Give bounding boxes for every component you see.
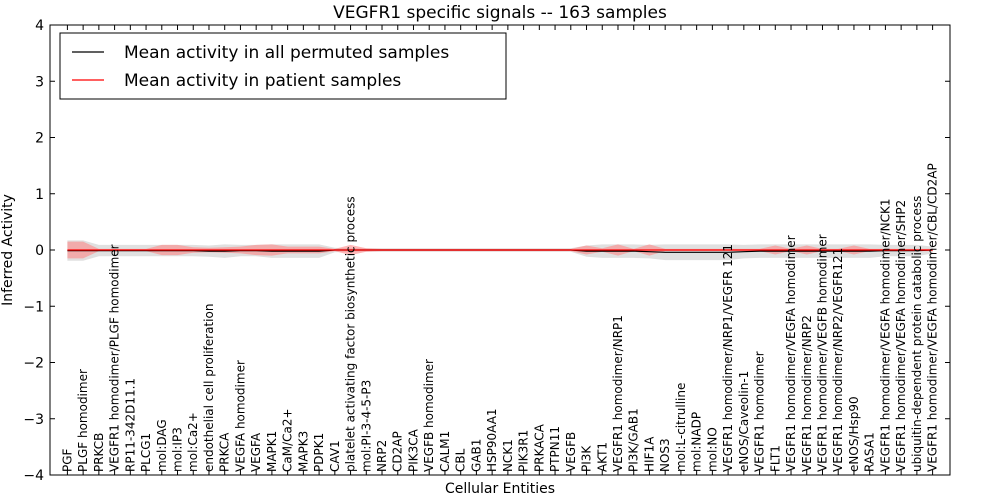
x-category-label: VEGFR1 homodimer/NRP1: [611, 315, 625, 472]
chart-title: VEGFR1 specific signals -- 163 samples: [333, 3, 667, 23]
x-category-label: mol:DAG: [155, 419, 169, 472]
x-category-label: CALM1: [438, 431, 452, 472]
x-category-label: VEGFR1 homodimer/VEGFA homodimer/NCK1: [878, 198, 892, 472]
x-category-label: MAPK1: [265, 431, 279, 472]
x-category-label: PI3K/GAB1: [627, 408, 641, 472]
x-category-label: mol:NADP: [690, 412, 704, 472]
x-category-label: CaM/Ca2+: [281, 408, 295, 472]
y-tick-label: −3: [23, 412, 44, 428]
y-tick-label: 4: [35, 18, 44, 34]
x-category-label: VEGFA: [249, 432, 263, 472]
series-lines: [67, 249, 933, 253]
x-category-label: VEGFR1 homodimer/VEGFA homodimer: [784, 235, 798, 472]
x-category-label: VEGFR1 homodimer/VEGFB homodimer: [816, 234, 830, 472]
plot-area-frame: [49, 24, 951, 476]
y-tick-label: 0: [35, 243, 44, 259]
y-tick-label: 2: [35, 131, 44, 147]
x-category-label: PLGF homodimer: [76, 369, 90, 472]
x-category-label: eNOS/Hsp90: [847, 396, 861, 472]
x-category-label: VEGFR1 homodimer/NRP2: [800, 315, 814, 472]
x-category-label: PIK3R1: [517, 430, 531, 472]
x-axis-label: Cellular Entities: [445, 481, 555, 497]
x-category-label: AKT1: [595, 442, 609, 472]
x-category-label: PRKACA: [532, 423, 546, 472]
x-category-label: platelet activating factor biosynthetic …: [344, 196, 358, 472]
x-category-label: NOS3: [658, 438, 672, 472]
x-category-label: mol:L-citrulline: [674, 383, 688, 472]
x-category-label: VEGFR1 homodimer/NRP2/VEGFR121: [831, 248, 845, 472]
x-category-label: PTPN11: [548, 426, 562, 472]
x-category-label: PDPK1: [312, 433, 326, 472]
x-category-label: NCK1: [501, 439, 515, 472]
x-category-label: HIF1A: [642, 436, 656, 472]
x-category-label: NRP2: [375, 440, 389, 472]
category-labels: PGF PLGF homodimer PRKCB VEGFR1 homodimer/P…: [60, 163, 939, 472]
x-category-label: PRKCB: [92, 433, 106, 472]
legend: Mean activity in all permuted samples Me…: [59, 32, 507, 100]
x-category-label: VEGFR1 homodimer/VEGFA homodimer/SHP2: [894, 200, 908, 472]
x-category-label: VEGFR1 homodimer/NRP1/VEGFR 121: [721, 244, 735, 472]
x-category-label: eNOS/Caveolin-1: [737, 371, 751, 472]
x-category-label: mol:Ca2+: [186, 412, 200, 472]
x-category-label: PLCG1: [139, 433, 153, 472]
x-category-label: PI3K: [580, 445, 594, 472]
x-category-label: PIK3CA: [407, 428, 421, 472]
x-category-label: VEGFB: [564, 432, 578, 472]
x-category-label: RP11-342D11.1: [123, 378, 137, 472]
x-category-label: CBL: [454, 448, 468, 472]
x-category-label: ubiquitin-dependent protein catabolic pr…: [910, 196, 924, 472]
x-category-label: endothelial cell proliferation: [202, 304, 216, 472]
x-category-label: RASA1: [863, 432, 877, 472]
x-category-label: mol:IP3: [171, 427, 185, 472]
x-category-label: VEGFR1 homodimer: [753, 351, 767, 472]
x-category-label: HSP90AA1: [485, 408, 499, 472]
y-tick-label: −1: [23, 299, 44, 315]
x-category-label: CAV1: [328, 440, 342, 472]
x-category-label: mol:NO: [705, 427, 719, 472]
x-category-label: VEGFR1 homodimer/VEGFA homodimer/CBL/CD2…: [926, 163, 940, 472]
y-tick-label: 1: [35, 187, 44, 203]
x-category-label: FLT1: [768, 445, 782, 472]
x-category-label: PRKCA: [218, 432, 232, 472]
x-category-label: CD2AP: [391, 431, 405, 472]
x-category-label: MAPK3: [296, 431, 310, 472]
legend-box: [59, 32, 507, 100]
y-tick-label: 3: [35, 74, 44, 90]
x-category-label: VEGFR1 homodimer/PLGF homodimer: [108, 244, 122, 472]
y-axis-label: Inferred Activity: [0, 194, 16, 306]
x-category-label: VEGFA homodimer: [233, 360, 247, 472]
x-category-label: GAB1: [469, 439, 483, 472]
x-category-label: PGF: [60, 448, 74, 472]
y-tick-label: −4: [23, 468, 44, 484]
x-category-label: VEGFB homodimer: [422, 359, 436, 472]
x-category-label: mol:PI-3-4-5-P3: [359, 380, 373, 472]
legend-label-patient: Mean activity in patient samples: [124, 71, 401, 91]
y-tick-label: −2: [23, 356, 44, 372]
axis-ticks: −4 −3 −2 −1 0 1 2 3 4: [23, 18, 950, 484]
legend-label-permuted: Mean activity in all permuted samples: [124, 43, 449, 63]
